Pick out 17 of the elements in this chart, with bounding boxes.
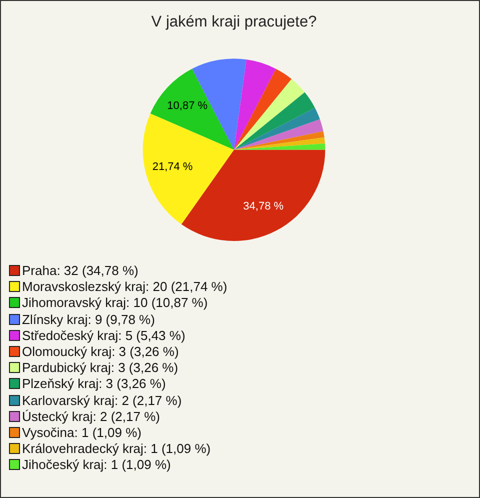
legend-label: Praha: 32 (34,78 %) [22,263,138,278]
legend-label: Vysočina: 1 (1,09 %) [22,424,142,440]
legend-label: Jihomoravský kraj: 10 (10,87 %) [22,295,208,310]
legend-label: Olomoucký kraj: 3 (3,26 %) [22,344,179,359]
legend-label: Pardubický kraj: 3 (3,26 %) [22,360,178,376]
data-label: 10,87 % [167,100,208,112]
legend-label: Jihočeský kraj: 1 (1,09 %) [22,457,171,472]
chart-title: V jakém kraji pracujete? [151,14,318,31]
data-label: 34,78 % [243,200,284,213]
legend-label: Zlínsky kraj: 9 (9,78 %) [22,312,155,327]
legend-label: Ústecký kraj: 2 (2,17 %) [22,408,160,424]
legend-label: Královehradecký kraj: 1 (1,09 %) [22,441,211,456]
legend-label: Středočeský kraj: 5 (5,43 %) [22,328,186,343]
data-label: 21,74 % [152,161,193,174]
legend-label: Plzeňský kraj: 3 (3,26 %) [22,376,166,392]
legend-label: Karlovarský kraj: 2 (2,17 %) [22,392,182,408]
legend-label: Moravskoslezský kraj: 20 (21,74 %) [22,279,228,294]
